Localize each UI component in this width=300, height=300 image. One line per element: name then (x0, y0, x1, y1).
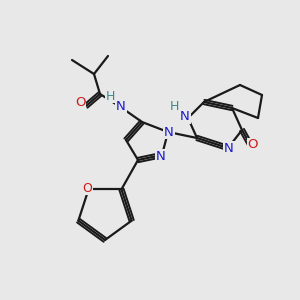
Text: N: N (164, 125, 174, 139)
Text: N: N (224, 142, 234, 154)
Text: O: O (75, 97, 85, 110)
Text: H: H (169, 100, 179, 112)
Text: O: O (248, 139, 258, 152)
Text: H: H (105, 89, 115, 103)
Text: N: N (116, 100, 126, 112)
Text: O: O (82, 182, 92, 195)
Text: N: N (180, 110, 190, 124)
Text: N: N (156, 149, 166, 163)
